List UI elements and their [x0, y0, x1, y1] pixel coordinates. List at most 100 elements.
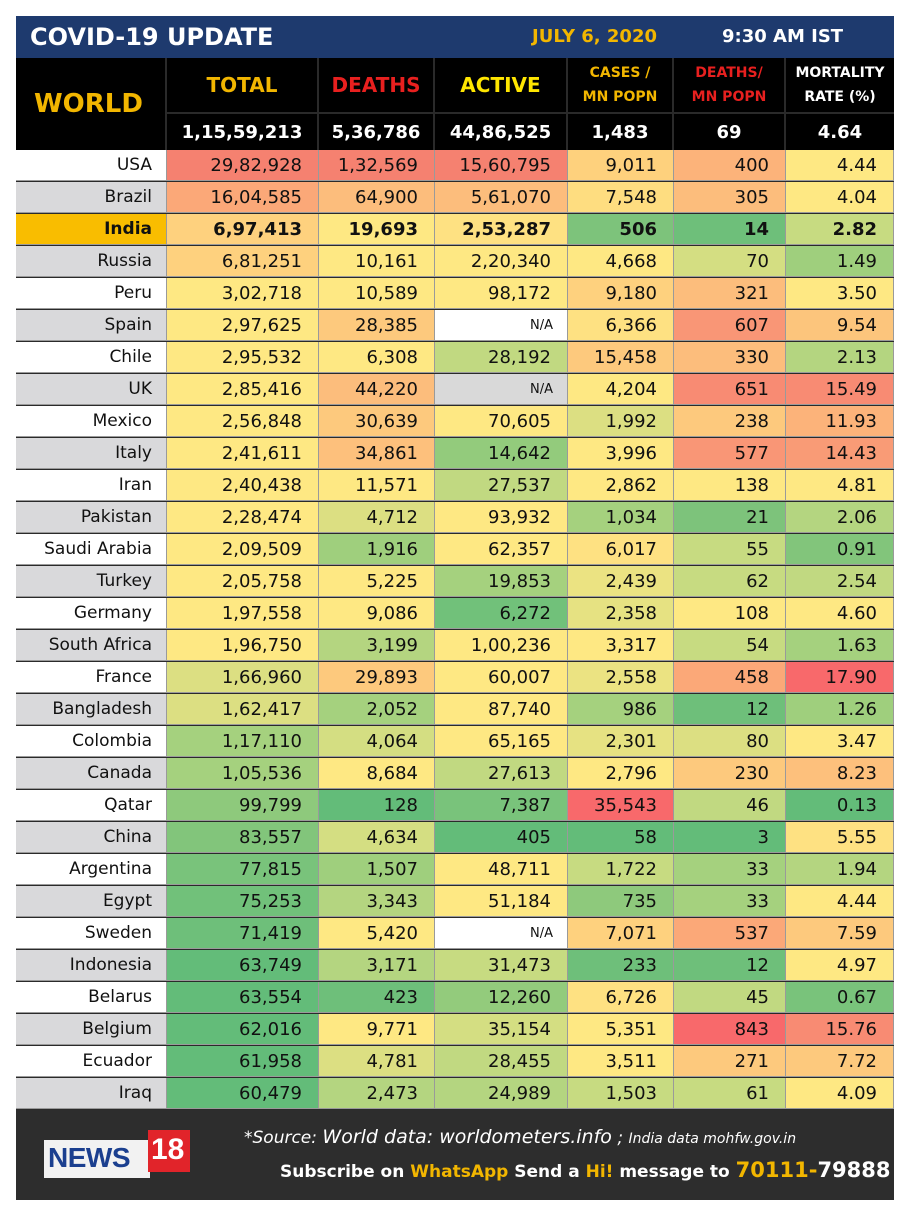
- world-deaths-per-mn: 69: [674, 114, 784, 150]
- total-cell: 2,09,509: [167, 534, 319, 565]
- cases-per-mn-cell: 6,366: [568, 310, 674, 341]
- mortality-rate-cell: 14.43: [786, 438, 894, 469]
- header-deaths-per-mn: DEATHS/ MN POPN: [674, 58, 784, 112]
- cases-per-mn-cell: 1,992: [568, 406, 674, 437]
- cases-per-mn-cell: 2,558: [568, 662, 674, 693]
- subscribe-whatsapp: WhatsApp: [410, 1162, 509, 1182]
- mortality-rate-cell: 9.54: [786, 310, 894, 341]
- cases-per-mn-cell: 15,458: [568, 342, 674, 373]
- source-india: India data mohfw.gov.in: [628, 1131, 797, 1147]
- total-cell: 2,95,532: [167, 342, 319, 373]
- deaths-per-mn-cell: 843: [674, 1014, 786, 1045]
- mortality-rate-cell: 3.47: [786, 726, 894, 757]
- table-row: Italy 2,41,611 34,861 14,642 3,996 577 14.43: [16, 438, 894, 470]
- mortality-rate-cell: 11.93: [786, 406, 894, 437]
- table-row: Brazil 16,04,585 64,900 5,61,070 7,548 305 4.0…: [16, 182, 894, 214]
- total-cell: 62,016: [167, 1014, 319, 1045]
- country-cell: China: [16, 822, 167, 853]
- deaths-per-mn-cell: 12: [674, 950, 786, 981]
- world-mortality-rate: 4.64: [786, 114, 894, 150]
- country-cell: Canada: [16, 758, 167, 789]
- active-cell: 6,272: [435, 598, 568, 629]
- table-row: Sweden 71,419 5,420 N/A 7,071 537 7.59: [16, 918, 894, 950]
- deaths-cell: 34,861: [319, 438, 435, 469]
- total-cell: 1,05,536: [167, 758, 319, 789]
- active-cell: 65,165: [435, 726, 568, 757]
- table-row: Iran 2,40,438 11,571 27,537 2,862 138 4.81: [16, 470, 894, 502]
- mortality-rate-cell: 4.60: [786, 598, 894, 629]
- deaths-cell: 5,225: [319, 566, 435, 597]
- deaths-per-mn-cell: 138: [674, 470, 786, 501]
- source-label: *Source:: [244, 1128, 317, 1148]
- mortality-rate-cell: 0.13: [786, 790, 894, 821]
- active-cell: 51,184: [435, 886, 568, 917]
- country-cell: Indonesia: [16, 950, 167, 981]
- active-cell: 19,853: [435, 566, 568, 597]
- deaths-cell: 2,473: [319, 1078, 435, 1109]
- table-row: Saudi Arabia 2,09,509 1,916 62,357 6,017 55 0.…: [16, 534, 894, 566]
- source-separator: ;: [617, 1128, 624, 1148]
- table-row: Russia 6,81,251 10,161 2,20,340 4,668 70 1.49: [16, 246, 894, 278]
- mortality-rate-cell: 1.26: [786, 694, 894, 725]
- deaths-per-mn-cell: 458: [674, 662, 786, 693]
- table-row: Bangladesh 1,62,417 2,052 87,740 986 12 1.26: [16, 694, 894, 726]
- deaths-cell: 3,171: [319, 950, 435, 981]
- cases-per-mn-cell: 3,317: [568, 630, 674, 661]
- deaths-cell: 4,781: [319, 1046, 435, 1077]
- total-cell: 1,66,960: [167, 662, 319, 693]
- table-row: Germany 1,97,558 9,086 6,272 2,358 108 4.60: [16, 598, 894, 630]
- deaths-per-mn-cell: 12: [674, 694, 786, 725]
- mortality-rate-cell: 2.13: [786, 342, 894, 373]
- total-cell: 1,62,417: [167, 694, 319, 725]
- mortality-rate-cell: 4.81: [786, 470, 894, 501]
- active-cell: 2,20,340: [435, 246, 568, 277]
- country-cell: Brazil: [16, 182, 167, 213]
- header-deaths-per-mn-line2: MN POPN: [691, 89, 767, 105]
- table-row: Ecuador 61,958 4,781 28,455 3,511 271 7.72: [16, 1046, 894, 1078]
- active-cell: 93,932: [435, 502, 568, 533]
- total-cell: 2,41,611: [167, 438, 319, 469]
- active-cell: 15,60,795: [435, 150, 568, 181]
- deaths-cell: 2,052: [319, 694, 435, 725]
- total-cell: 1,97,558: [167, 598, 319, 629]
- table-row: Pakistan 2,28,474 4,712 93,932 1,034 21 2.06: [16, 502, 894, 534]
- subscribe-text-3: message to: [619, 1162, 730, 1182]
- total-cell: 61,958: [167, 1046, 319, 1077]
- total-cell: 60,479: [167, 1078, 319, 1109]
- country-cell: Belgium: [16, 1014, 167, 1045]
- header-mortality-rate: MORTALITY RATE (%): [786, 58, 894, 112]
- deaths-per-mn-cell: 14: [674, 214, 786, 245]
- table-row: Egypt 75,253 3,343 51,184 735 33 4.44: [16, 886, 894, 918]
- deaths-per-mn-cell: 238: [674, 406, 786, 437]
- table-row: Canada 1,05,536 8,684 27,613 2,796 230 8.23: [16, 758, 894, 790]
- deaths-cell: 4,064: [319, 726, 435, 757]
- deaths-per-mn-cell: 46: [674, 790, 786, 821]
- country-cell: Sweden: [16, 918, 167, 949]
- table-row: France 1,66,960 29,893 60,007 2,558 458 17.90: [16, 662, 894, 694]
- mortality-rate-cell: 0.91: [786, 534, 894, 565]
- table-row: USA 29,82,928 1,32,569 15,60,795 9,011 400 4.4…: [16, 150, 894, 182]
- total-cell: 6,81,251: [167, 246, 319, 277]
- cases-per-mn-cell: 6,726: [568, 982, 674, 1013]
- total-cell: 77,815: [167, 854, 319, 885]
- total-cell: 71,419: [167, 918, 319, 949]
- deaths-cell: 1,507: [319, 854, 435, 885]
- deaths-per-mn-cell: 33: [674, 854, 786, 885]
- cases-per-mn-cell: 35,543: [568, 790, 674, 821]
- deaths-cell: 19,693: [319, 214, 435, 245]
- country-cell: South Africa: [16, 630, 167, 661]
- active-cell: 14,642: [435, 438, 568, 469]
- logo-number: 18: [151, 1133, 185, 1166]
- mortality-rate-cell: 4.09: [786, 1078, 894, 1109]
- deaths-per-mn-cell: 230: [674, 758, 786, 789]
- active-cell: 62,357: [435, 534, 568, 565]
- total-cell: 29,82,928: [167, 150, 319, 181]
- mortality-rate-cell: 0.67: [786, 982, 894, 1013]
- deaths-cell: 3,199: [319, 630, 435, 661]
- deaths-per-mn-cell: 61: [674, 1078, 786, 1109]
- country-cell: Bangladesh: [16, 694, 167, 725]
- total-cell: 6,97,413: [167, 214, 319, 245]
- deaths-per-mn-cell: 321: [674, 278, 786, 309]
- table-row: Peru 3,02,718 10,589 98,172 9,180 321 3.50: [16, 278, 894, 310]
- deaths-per-mn-cell: 271: [674, 1046, 786, 1077]
